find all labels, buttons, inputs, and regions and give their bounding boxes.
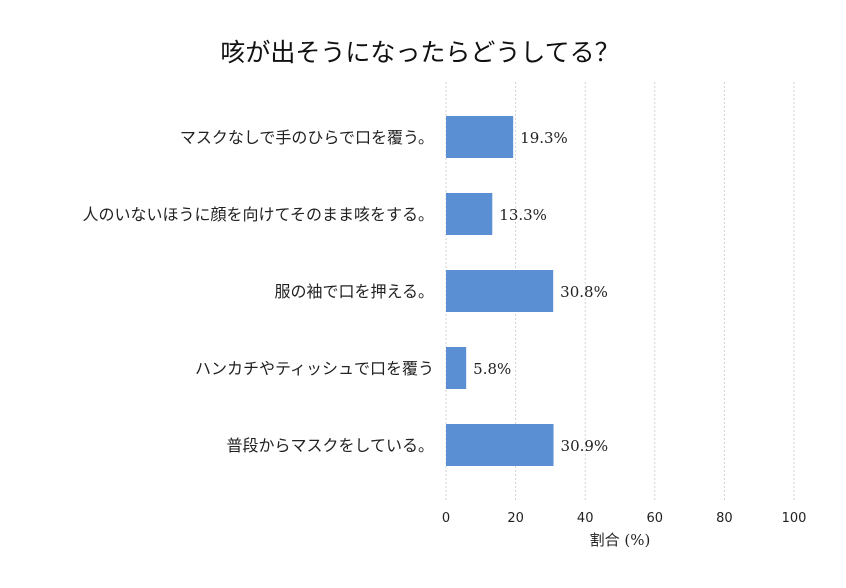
x-axis-label: 割合 (%): [590, 531, 651, 549]
bar: [446, 424, 554, 466]
bar: [446, 116, 514, 158]
bar: [446, 270, 554, 312]
value-label: 13.3%: [499, 206, 547, 224]
x-tick-label: 80: [716, 511, 733, 526]
bar: [446, 193, 493, 235]
x-tick-label: 0: [442, 511, 450, 526]
value-label: 30.8%: [560, 283, 608, 301]
category-label: 服の袖で口を押える。: [274, 282, 434, 301]
x-tick-label: 100: [782, 511, 807, 526]
x-tick-label: 60: [647, 511, 664, 526]
category-label: 普段からマスクをしている。: [226, 436, 434, 455]
chart-title: 咳が出そうになったらどうしてる？: [220, 38, 619, 67]
x-tick-label: 40: [577, 511, 594, 526]
value-label: 19.3%: [520, 129, 568, 147]
category-label: 人のいないほうに顔を向けてそのまま咳をする。: [82, 205, 434, 224]
x-axis-ticks: 0 20 40 60 80 100: [442, 511, 807, 526]
category-label: マスクなしで手のひらで口を覆う。: [180, 128, 434, 147]
bar-layer: [446, 116, 554, 466]
value-label: 30.9%: [561, 437, 609, 455]
x-tick-label: 20: [507, 511, 524, 526]
label-layer: マスクなしで手のひらで口を覆う。 19.3% 人のいないほうに顔を向けてそのまま咳を…: [82, 128, 608, 455]
value-label: 5.8%: [473, 360, 511, 378]
bar: [446, 347, 467, 389]
category-label: ハンカチやティッシュで口を覆う: [195, 359, 434, 378]
